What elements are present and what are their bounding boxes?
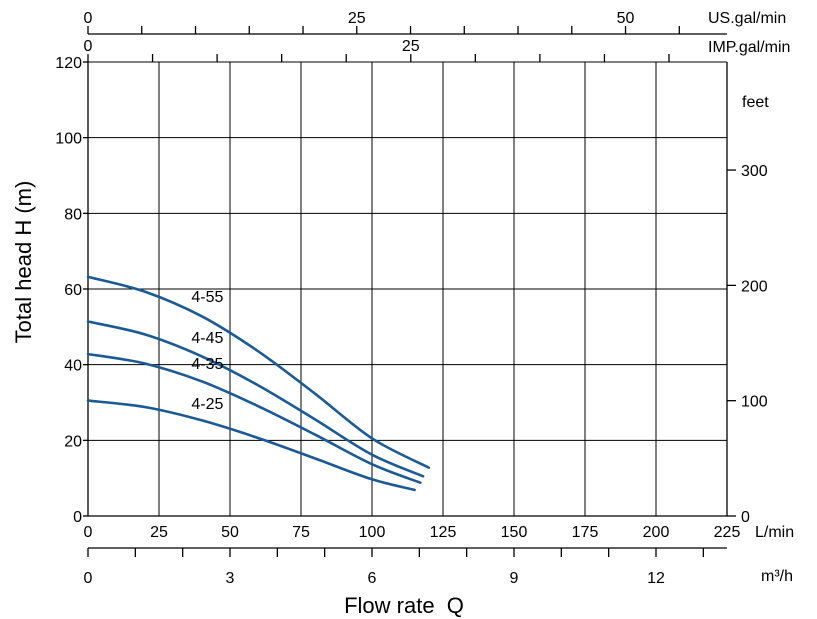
y-tick-label-60: 60	[64, 282, 82, 299]
series-label-4-45: 4-45	[191, 330, 223, 347]
us-gal-unit-label: US.gal/min	[708, 10, 786, 27]
feet-unit-label: feet	[742, 94, 769, 111]
m3h-unit-label: m³/h	[761, 568, 793, 585]
imp-gal-tick-label-25: 25	[402, 38, 420, 55]
head-curves	[86, 275, 431, 492]
y-tick-label-80: 80	[64, 206, 82, 223]
y-tick-label-20: 20	[64, 433, 82, 450]
m3h-tick-label-9: 9	[510, 570, 519, 587]
x-tick-label-225: 225	[714, 524, 741, 541]
feet-tick-label-300: 300	[741, 163, 768, 180]
us-gal-tick-label-50: 50	[617, 10, 635, 27]
y-tick-label-40: 40	[64, 358, 82, 375]
imp-gal-tick-label-0: 0	[84, 38, 93, 55]
imp-gal-unit-label: IMP.gal/min	[708, 39, 790, 56]
x-tick-label-125: 125	[430, 524, 457, 541]
series-label-4-25: 4-25	[191, 396, 223, 413]
x-axis-title: Flow rate Q	[344, 593, 464, 618]
x-tick-label-150: 150	[501, 524, 528, 541]
x-tick-label-75: 75	[292, 524, 310, 541]
y-tick-label-100: 100	[55, 131, 82, 148]
series-label-4-55: 4-55	[191, 289, 223, 306]
x-tick-label-25: 25	[150, 524, 168, 541]
y-tick-label-120: 120	[55, 55, 82, 72]
x-tick-label-0: 0	[84, 524, 93, 541]
lmin-unit-label: L/min	[755, 524, 794, 541]
x-tick-label-200: 200	[643, 524, 670, 541]
curve-4-45	[86, 320, 425, 478]
x-tick-label-50: 50	[221, 524, 239, 541]
m3h-tick-label-3: 3	[226, 570, 235, 587]
m3h-tick-label-0: 0	[84, 570, 93, 587]
y-tick-label-0: 0	[73, 509, 82, 526]
feet-tick-label-0: 0	[741, 509, 750, 526]
feet-tick-label-100: 100	[741, 394, 768, 411]
series-label-4-35: 4-35	[191, 356, 223, 373]
curve-4-55	[86, 275, 431, 469]
x-tick-label-175: 175	[572, 524, 599, 541]
curve-4-25	[86, 399, 416, 492]
curve-4-35	[86, 352, 422, 484]
grid-lines	[88, 61, 727, 516]
feet-tick-label-200: 200	[741, 278, 768, 295]
axes	[83, 26, 736, 557]
m3h-tick-label-12: 12	[647, 570, 665, 587]
m3h-tick-label-6: 6	[368, 570, 377, 587]
y-axis-title: Total head H (m)	[11, 181, 36, 344]
us-gal-tick-label-25: 25	[348, 10, 366, 27]
us-gal-tick-label-0: 0	[84, 10, 93, 27]
x-tick-label-100: 100	[359, 524, 386, 541]
